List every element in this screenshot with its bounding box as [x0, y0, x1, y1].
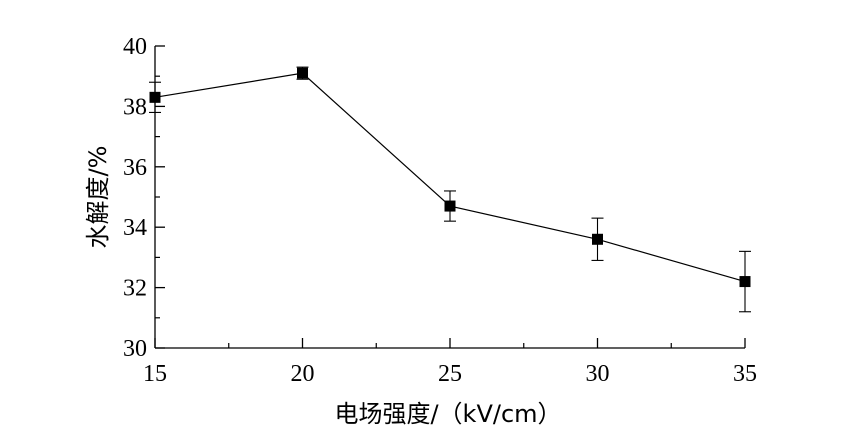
- y-tick-label: 36: [123, 155, 147, 181]
- y-tick-label: 30: [123, 336, 147, 362]
- data-point: [444, 200, 456, 212]
- series-line: [154, 72, 746, 283]
- data-point: [739, 276, 751, 288]
- data-point: [592, 233, 603, 245]
- data-point: [297, 67, 308, 79]
- x-tick-label: 35: [733, 361, 757, 387]
- x-tick-label: 15: [143, 361, 167, 387]
- x-tick-label: 25: [438, 361, 462, 387]
- x-tick-label: 20: [291, 361, 315, 387]
- x-axis-title: 电场强度/（kV/cm）: [334, 400, 561, 428]
- y-tick-label: 40: [123, 34, 147, 60]
- y-tick-label: 34: [123, 215, 147, 241]
- y-axis-title: 水解度/%: [84, 146, 112, 249]
- y-tick-label: 32: [123, 276, 147, 302]
- x-tick-label: 30: [586, 361, 610, 387]
- series-layer: [149, 66, 751, 313]
- y-tick-label: 38: [123, 94, 147, 120]
- ticks: 30 32 34 36 38 40 15 20 25 30 35: [123, 34, 757, 387]
- data-point: [149, 91, 161, 103]
